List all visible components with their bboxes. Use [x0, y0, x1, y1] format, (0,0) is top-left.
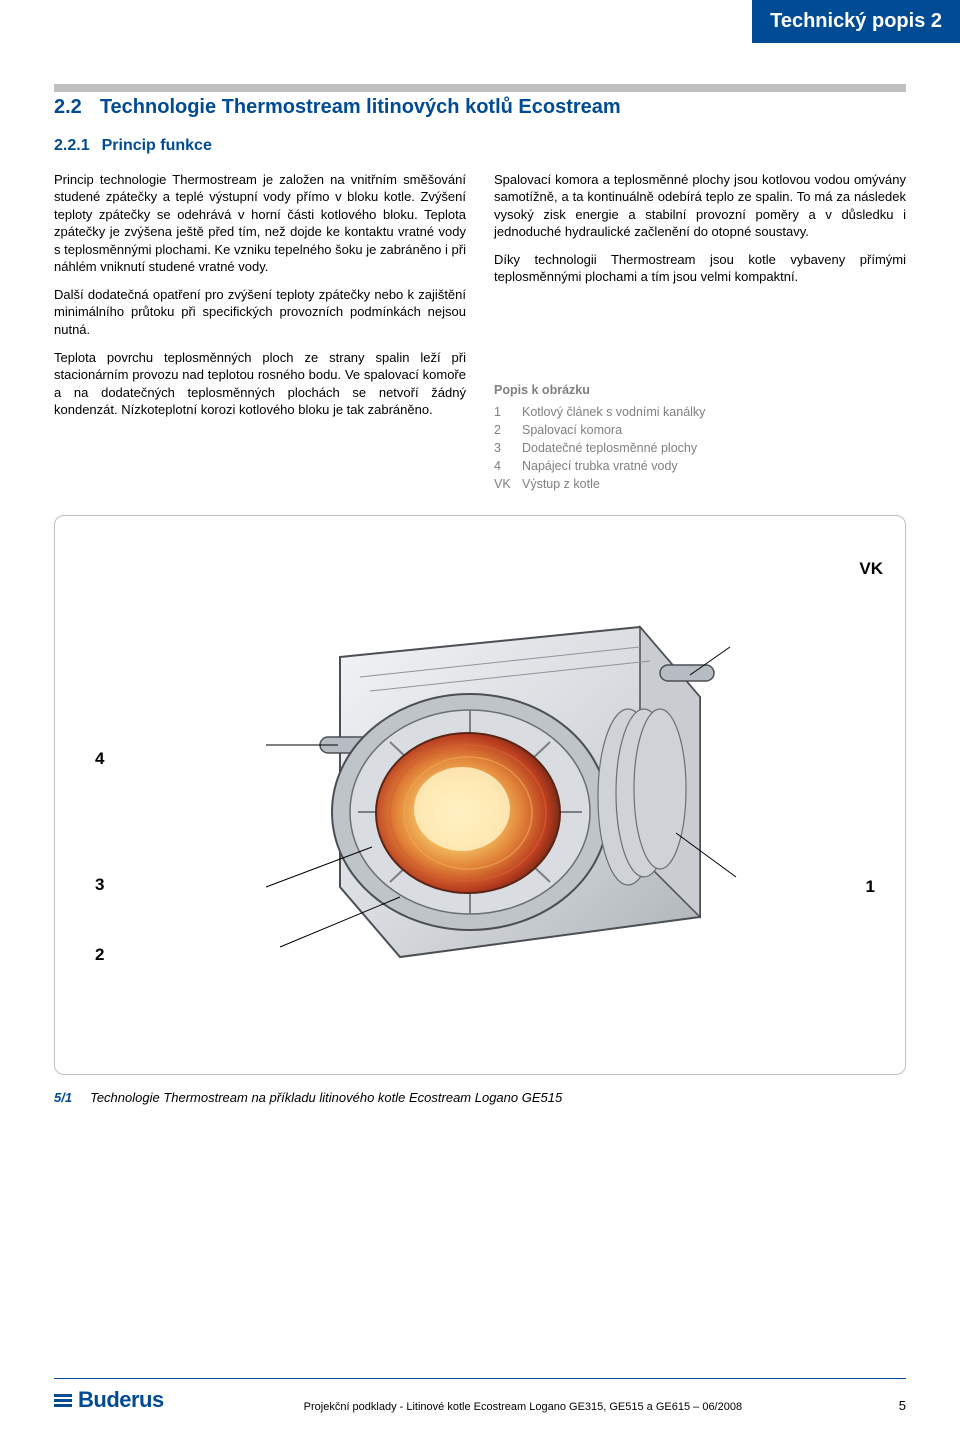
paragraph: Spalovací komora a teplosměnné plochy js… — [494, 171, 906, 241]
callout-3: 3 — [95, 874, 104, 897]
callout-1: 1 — [866, 876, 875, 899]
legend-key: 3 — [494, 439, 512, 457]
paragraph: Princip technologie Thermostream je zalo… — [54, 171, 466, 276]
section-number: 2.2 — [54, 94, 82, 121]
legend-text: Napájecí trubka vratné vody — [522, 457, 678, 475]
legend-item: 2 Spalovací komora — [494, 421, 906, 439]
legend-text: Výstup z kotle — [522, 475, 600, 493]
caption-text: Technologie Thermostream na příkladu lit… — [90, 1089, 562, 1107]
subsection-title: Princip funkce — [102, 135, 212, 157]
paragraph: Další dodatečná opatření pro zvýšení tep… — [54, 286, 466, 339]
legend-item: 3 Dodatečné teplosměnné plochy — [494, 439, 906, 457]
legend-key: 4 — [494, 457, 512, 475]
callout-vk: VK — [859, 558, 883, 581]
caption-number: 5/1 — [54, 1089, 72, 1107]
right-column: Spalovací komora a teplosměnné plochy js… — [494, 171, 906, 494]
legend-item: VK Výstup z kotle — [494, 475, 906, 493]
footer-doc-title: Projekční podklady - Litinové kotle Ecos… — [164, 1400, 882, 1415]
chapter-tab: Technický popis 2 — [752, 0, 960, 43]
logo-bars-icon — [54, 1394, 72, 1407]
legend-item: 4 Napájecí trubka vratné vody — [494, 457, 906, 475]
legend-item: 1 Kotlový článek s vodními kanálky — [494, 403, 906, 421]
subsection-number: 2.2.1 — [54, 135, 90, 157]
callout-2: 2 — [95, 944, 104, 967]
legend-text: Kotlový článek s vodními kanálky — [522, 403, 705, 421]
body-columns: Princip technologie Thermostream je zalo… — [54, 171, 906, 494]
page-number: 5 — [882, 1397, 906, 1415]
boiler-diagram — [220, 587, 740, 987]
figure-frame: VK 4 3 2 1 — [54, 515, 906, 1075]
logo-text: Buderus — [78, 1385, 164, 1415]
section-title: Technologie Thermostream litinových kotl… — [100, 94, 621, 121]
page-footer: Buderus Projekční podklady - Litinové ko… — [54, 1378, 906, 1415]
left-column: Princip technologie Thermostream je zalo… — [54, 171, 466, 494]
legend-key: VK — [494, 475, 512, 493]
callout-4: 4 — [95, 748, 104, 771]
brand-logo: Buderus — [54, 1385, 164, 1415]
section-heading-bar: 2.2 Technologie Thermostream litinových … — [54, 84, 906, 121]
legend-text: Dodatečné teplosměnné plochy — [522, 439, 697, 457]
legend-key: 1 — [494, 403, 512, 421]
paragraph: Díky technologii Thermostream jsou kotle… — [494, 251, 906, 286]
legend-key: 2 — [494, 421, 512, 439]
figure-caption: 5/1 Technologie Thermostream na příkladu… — [54, 1089, 906, 1107]
legend-text: Spalovací komora — [522, 421, 622, 439]
legend-title: Popis k obrázku — [494, 382, 906, 399]
subsection-heading: 2.2.1 Princip funkce — [54, 135, 906, 157]
paragraph: Teplota povrchu teplosměnných ploch ze s… — [54, 349, 466, 419]
